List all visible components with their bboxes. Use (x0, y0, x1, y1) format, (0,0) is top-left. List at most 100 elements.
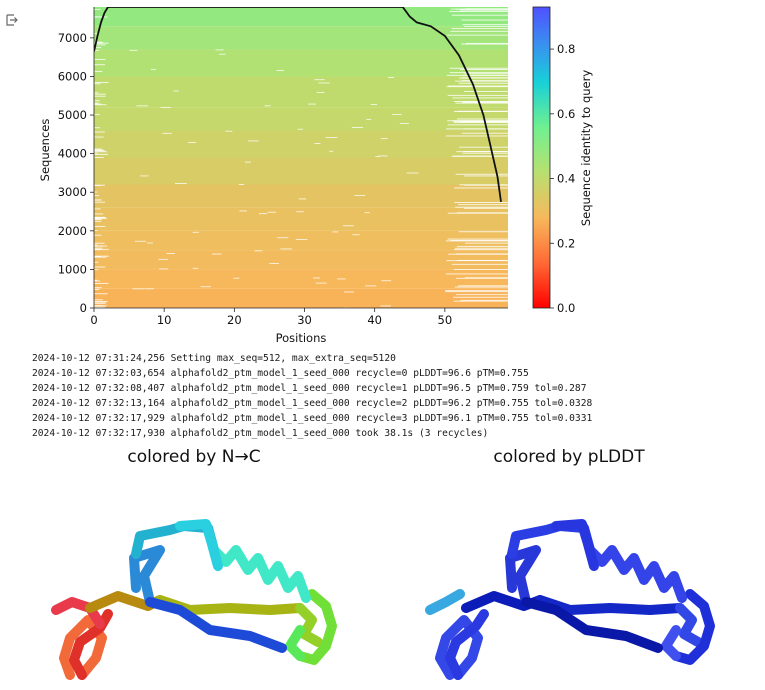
gap-mark (159, 268, 169, 270)
y-tick-label: 7000 (58, 31, 87, 45)
gap-mark (264, 105, 271, 107)
right-structure-title: colored by pLDDT (493, 447, 645, 467)
gap-mark (280, 248, 293, 250)
gap-mark (380, 138, 388, 140)
gap-mark (94, 92, 99, 94)
gap-mark (225, 130, 233, 132)
gap-mark (447, 94, 508, 96)
gap-mark (94, 306, 106, 308)
gap-mark (454, 187, 508, 189)
gap-mark (453, 249, 508, 251)
gap-mark (94, 213, 104, 215)
gap-mark (451, 263, 508, 265)
log-line: 2024-10-12 07:31:24,256 Setting max_seq=… (32, 353, 396, 364)
gap-mark (94, 47, 102, 49)
identity-band (94, 230, 508, 251)
log-line: 2024-10-12 07:32:03,654 alphafold2_ptm_m… (32, 368, 529, 380)
gap-mark (445, 273, 508, 275)
y-axis-label: Sequences (38, 119, 52, 182)
gap-mark (458, 231, 508, 233)
msa-gap-marks (94, 8, 508, 308)
gap-mark (162, 132, 172, 134)
gap-mark (192, 267, 199, 269)
gap-mark (218, 53, 226, 55)
gap-mark (94, 234, 102, 236)
gap-mark (465, 8, 508, 10)
gap-mark (188, 142, 197, 143)
gap-mark (174, 183, 187, 184)
output-collapse-button[interactable] (2, 10, 22, 30)
gap-mark (449, 72, 508, 74)
gap-mark (238, 184, 245, 185)
gap-mark (200, 286, 211, 288)
gap-mark (315, 282, 327, 284)
gap-mark (94, 279, 98, 281)
gap-mark (94, 93, 106, 95)
gap-mark (447, 120, 508, 122)
gap-mark (380, 305, 391, 307)
gap-mark (464, 175, 508, 177)
gap-mark (446, 74, 508, 76)
gap-mark (453, 300, 508, 302)
gap-mark (94, 280, 101, 282)
gap-mark (332, 231, 339, 233)
x-tick-label: 0 (90, 313, 97, 327)
gap-mark (94, 83, 101, 85)
gap-mark (94, 152, 98, 154)
gap-mark (454, 80, 508, 82)
gap-mark (455, 277, 508, 279)
gap-mark (94, 9, 101, 11)
gap-mark (450, 239, 508, 241)
gap-mark (462, 152, 508, 154)
identity-band (94, 269, 508, 289)
x-tick-label: 10 (157, 313, 172, 327)
colorbar-ticks: 0.0 0.2 0.4 0.6 0.8 (550, 42, 575, 315)
x-tick-label: 20 (227, 313, 242, 327)
y-tick-label: 4000 (58, 147, 87, 161)
gap-mark (94, 201, 106, 203)
gap-mark (94, 136, 104, 138)
gap-mark (136, 105, 149, 107)
identity-band (94, 7, 508, 27)
gap-mark (94, 220, 102, 222)
gap-mark (94, 208, 101, 210)
gap-mark (449, 10, 508, 12)
gap-mark (451, 14, 508, 16)
gap-mark (381, 280, 392, 282)
gap-mark (454, 286, 508, 288)
log-line: 2024-10-12 07:32:13,164 alphafold2_ptm_m… (32, 398, 593, 410)
gap-mark (365, 285, 377, 287)
gap-mark (144, 288, 155, 290)
gap-mark (94, 219, 102, 221)
gap-mark (94, 127, 101, 129)
gap-mark (461, 132, 508, 134)
colorbar-tick-label: 0.6 (557, 107, 575, 121)
gap-mark (447, 34, 508, 36)
y-tick-label: 1000 (58, 262, 87, 276)
gap-mark (455, 253, 508, 255)
gap-mark (94, 100, 100, 102)
gap-mark (94, 149, 104, 151)
gap-mark (461, 43, 508, 45)
gap-mark (94, 184, 105, 186)
gap-mark (267, 211, 276, 213)
gap-mark (366, 118, 372, 120)
gap-mark (248, 140, 259, 142)
gap-mark (94, 195, 100, 197)
y-tick-label: 6000 (58, 69, 87, 83)
gap-mark (337, 278, 346, 280)
gap-mark (465, 42, 508, 44)
gap-mark (94, 95, 106, 97)
msa-coverage-chart: 0 10 20 30 40 50 0 1000 2000 3000 4000 5000 6000 7000… (38, 6, 593, 345)
coverage-line (94, 7, 502, 203)
gap-mark (94, 269, 99, 271)
gap-mark (277, 237, 289, 239)
gap-mark (94, 218, 101, 219)
gap-mark (445, 240, 508, 242)
gap-mark (342, 225, 354, 227)
gap-mark (464, 72, 508, 74)
gap-mark (94, 287, 102, 289)
structure-plddt (425, 519, 715, 680)
identity-band (94, 26, 508, 50)
identity-band (94, 184, 508, 208)
